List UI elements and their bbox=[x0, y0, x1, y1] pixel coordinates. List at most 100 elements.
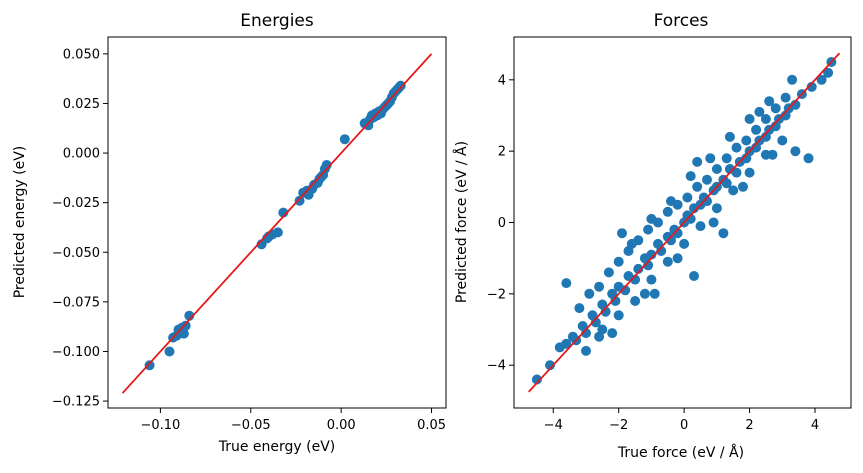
energies-x-tick-label: 0.05 bbox=[417, 418, 446, 433]
forces-point bbox=[803, 153, 814, 164]
forces-point bbox=[666, 196, 676, 207]
forces-point bbox=[594, 331, 605, 342]
forces-point bbox=[731, 167, 742, 178]
forces-point bbox=[685, 171, 696, 182]
forces-point bbox=[594, 281, 605, 292]
energies-y-tick-label: −0.075 bbox=[52, 295, 100, 310]
forces-point bbox=[531, 374, 542, 385]
forces-point bbox=[731, 142, 742, 153]
energies-y-tick-label: −0.125 bbox=[52, 395, 100, 410]
forces-point bbox=[643, 260, 654, 271]
energies-y-label: Predicted energy (eV) bbox=[12, 146, 28, 299]
forces-point bbox=[705, 153, 716, 164]
forces-point bbox=[630, 274, 641, 285]
forces-point bbox=[613, 256, 624, 267]
forces-point bbox=[600, 306, 611, 317]
forces-title: Forces bbox=[654, 11, 709, 31]
forces-x-tick-label: −2 bbox=[609, 418, 628, 433]
energies-x-tick-label: 0.00 bbox=[327, 418, 356, 433]
forces-y-tick-label: 2 bbox=[498, 145, 506, 160]
forces-y-tick-label: 0 bbox=[498, 216, 506, 231]
forces-point bbox=[708, 217, 719, 228]
forces-point bbox=[692, 156, 703, 167]
forces-x-tick-label: 2 bbox=[745, 418, 753, 433]
energies-point bbox=[144, 360, 155, 371]
energies-y-tick-label: −0.100 bbox=[52, 345, 100, 360]
forces-point bbox=[744, 114, 755, 124]
forces-point bbox=[633, 263, 644, 274]
forces-y-tick-label: 4 bbox=[498, 73, 506, 88]
forces-point bbox=[760, 114, 771, 124]
energies-panel: Energies −0.10 −0.05 0.00 0.05 −0.125 −0.100… bbox=[12, 11, 447, 455]
forces-point bbox=[780, 92, 791, 103]
forces-y-tick-label: −2 bbox=[487, 287, 506, 302]
forces-point bbox=[711, 164, 722, 174]
forces-point bbox=[806, 81, 817, 92]
forces-point bbox=[728, 185, 739, 196]
energies-x-label: True energy (eV) bbox=[218, 439, 336, 455]
forces-point bbox=[679, 238, 690, 249]
forces-point bbox=[561, 278, 572, 289]
energies-identity-line bbox=[121, 53, 433, 394]
forces-point bbox=[646, 249, 657, 260]
forces-point bbox=[581, 345, 591, 356]
forces-point bbox=[662, 256, 673, 267]
energies-y-tick-label: −0.025 bbox=[52, 196, 100, 211]
forces-point bbox=[656, 246, 667, 256]
forces-point bbox=[630, 296, 641, 306]
forces-point bbox=[603, 267, 614, 278]
forces-point bbox=[767, 149, 778, 160]
forces-point bbox=[721, 153, 732, 164]
forces-x-ticks: −4 −2 0 2 4 bbox=[544, 408, 819, 433]
energies-title: Energies bbox=[240, 11, 314, 31]
forces-point bbox=[790, 99, 801, 110]
forces-point bbox=[738, 181, 748, 192]
forces-point bbox=[584, 288, 595, 299]
forces-point bbox=[823, 67, 834, 78]
energies-point bbox=[180, 320, 191, 331]
forces-y-label: Predicted force (eV / Å) bbox=[453, 141, 470, 303]
energies-frame bbox=[107, 36, 447, 409]
energies-point bbox=[294, 195, 305, 206]
forces-point bbox=[662, 206, 673, 217]
forces-point bbox=[643, 224, 654, 235]
forces-point bbox=[689, 271, 699, 281]
energies-x-ticks: −0.10 −0.05 0.00 0.05 bbox=[140, 408, 446, 433]
energies-point bbox=[164, 346, 175, 357]
forces-point bbox=[695, 221, 706, 232]
forces-point bbox=[754, 106, 765, 117]
forces-point bbox=[702, 196, 712, 207]
forces-point bbox=[581, 328, 591, 339]
forces-point bbox=[790, 146, 801, 157]
forces-x-tick-label: 0 bbox=[680, 418, 688, 433]
forces-panel: Forces −4 −2 0 2 4 −4 −2 0 2 4 True force (eV / … bbox=[453, 11, 852, 461]
forces-point bbox=[777, 135, 788, 146]
forces-point bbox=[610, 296, 621, 306]
energies-point bbox=[339, 134, 350, 145]
forces-point bbox=[672, 253, 683, 264]
forces-identity-line bbox=[528, 52, 841, 393]
forces-point bbox=[617, 228, 627, 239]
energies-x-tick-label: −0.10 bbox=[140, 418, 180, 433]
energies-y-tick-label: 0.050 bbox=[63, 47, 100, 62]
energies-y-tick-label: 0.000 bbox=[63, 147, 100, 162]
forces-point bbox=[646, 213, 657, 224]
forces-point bbox=[620, 285, 631, 296]
forces-point bbox=[787, 74, 798, 85]
forces-point bbox=[666, 235, 676, 246]
forces-point bbox=[545, 360, 555, 371]
forces-point bbox=[607, 328, 618, 339]
energies-y-tick-label: −0.050 bbox=[52, 246, 100, 261]
energies-point bbox=[178, 328, 189, 339]
forces-point bbox=[724, 131, 735, 142]
energies-x-tick-label: −0.05 bbox=[231, 418, 271, 433]
forces-plot-area bbox=[528, 52, 841, 393]
forces-point bbox=[649, 288, 660, 299]
forces-point bbox=[816, 74, 827, 85]
forces-point bbox=[626, 238, 637, 249]
forces-point bbox=[721, 178, 732, 189]
forces-point bbox=[770, 103, 781, 114]
forces-point bbox=[574, 303, 585, 314]
forces-point bbox=[711, 203, 722, 214]
